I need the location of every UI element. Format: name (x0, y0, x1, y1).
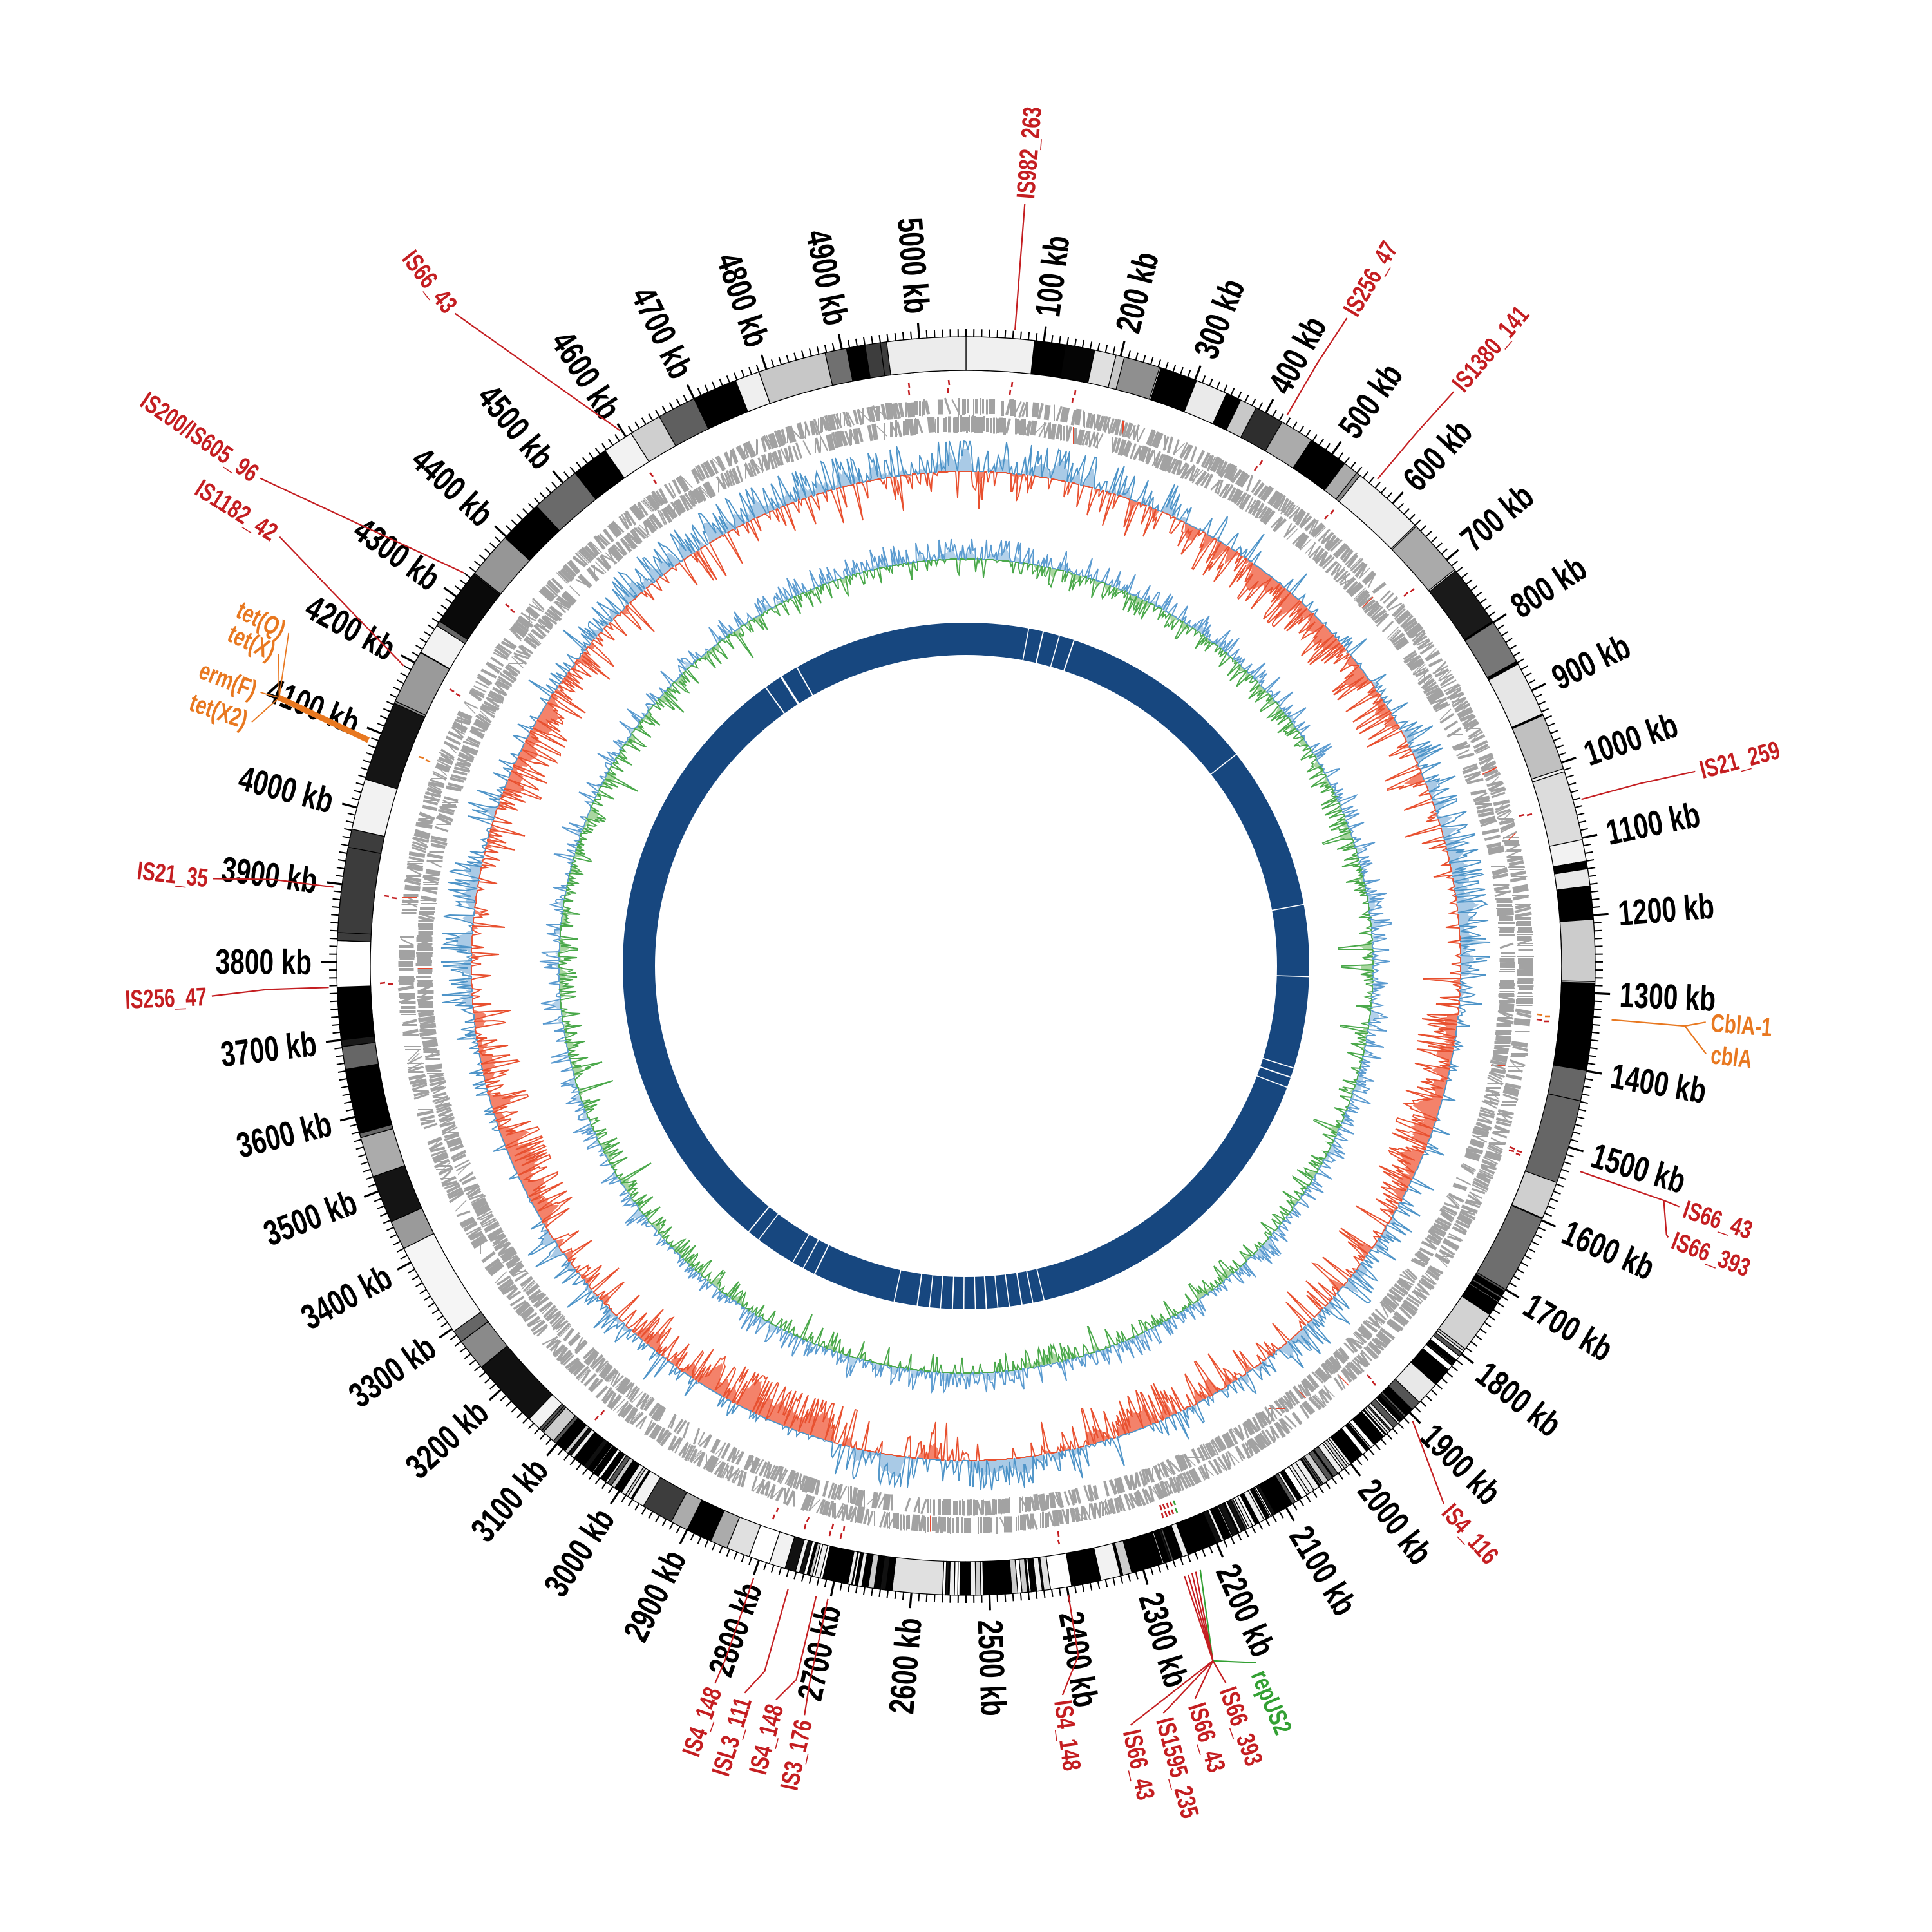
svg-text:IS256_47: IS256_47 (124, 983, 207, 1014)
svg-text:2500 kb: 2500 kb (970, 1619, 1013, 1716)
svg-text:2600 kb: 2600 kb (882, 1616, 929, 1716)
svg-text:IS982_263: IS982_263 (1012, 106, 1047, 200)
svg-text:5000 kb: 5000 kb (890, 216, 936, 316)
svg-text:CblA-1: CblA-1 (1710, 1009, 1773, 1042)
svg-text:3800 kb: 3800 kb (215, 942, 312, 982)
svg-text:1200 kb: 1200 kb (1616, 887, 1716, 934)
svg-text:cblA: cblA (1709, 1041, 1754, 1074)
svg-text:1300 kb: 1300 kb (1619, 975, 1717, 1019)
